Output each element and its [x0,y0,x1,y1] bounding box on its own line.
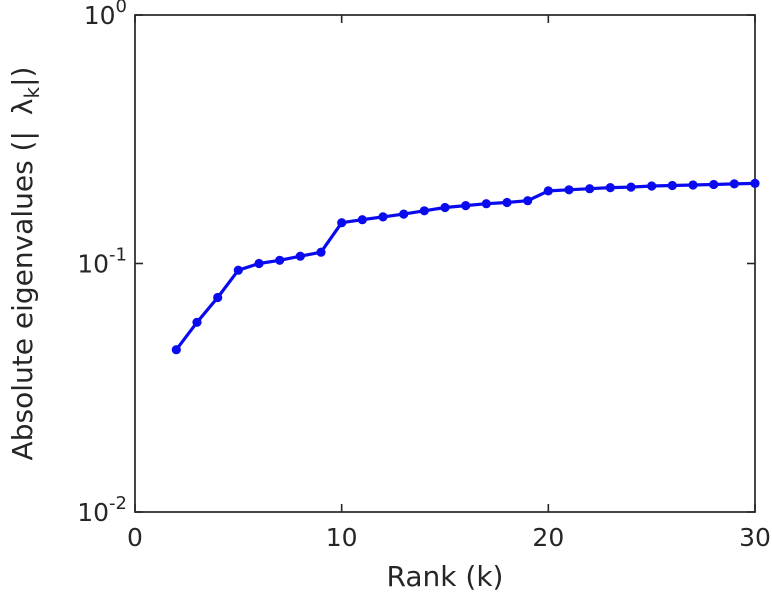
x-axis-label: Rank (k) [387,560,504,593]
data-point-marker [605,183,615,193]
data-point-marker [192,317,202,327]
data-point-marker [667,180,677,191]
data-point-marker [523,196,533,206]
data-point-marker [316,247,326,257]
y-tick-label: 100 [84,0,127,30]
x-tick-label: 30 [739,523,771,552]
data-point-marker [709,179,719,190]
data-point-marker [419,206,429,216]
data-point-marker [399,209,409,219]
data-point-marker [337,218,347,228]
data-point-marker [171,345,181,355]
axis-ticks [134,14,756,513]
x-tick-label: 10 [326,523,358,552]
data-point-marker [543,186,553,196]
y-tick-label: 10-1 [77,245,127,279]
data-point-marker [357,215,367,225]
data-point-marker [729,179,739,189]
y-tick-label: 10-2 [77,493,127,527]
axes-box [134,14,756,513]
data-point-marker [626,182,636,192]
x-tick-label: 0 [127,523,143,552]
x-tick-label: 20 [532,523,564,552]
data-point-marker [585,184,595,194]
data-point-marker [564,185,574,195]
data-point-marker [481,199,491,209]
data-point-marker [213,292,223,303]
data-point-marker [502,197,512,208]
data-point-marker [295,251,305,261]
data-point-marker [688,180,698,190]
data-point-marker [233,265,243,275]
data-point-marker [750,178,760,188]
data-point-marker [378,212,388,222]
eigenvalue-series-markers [171,178,760,355]
y-axis-label: Absolute eigenvalues (|λk|) [6,67,44,461]
data-point-marker [647,181,657,191]
data-point-marker [254,258,264,269]
data-point-marker [275,255,285,265]
data-point-marker [440,202,450,213]
data-point-marker [461,201,471,211]
